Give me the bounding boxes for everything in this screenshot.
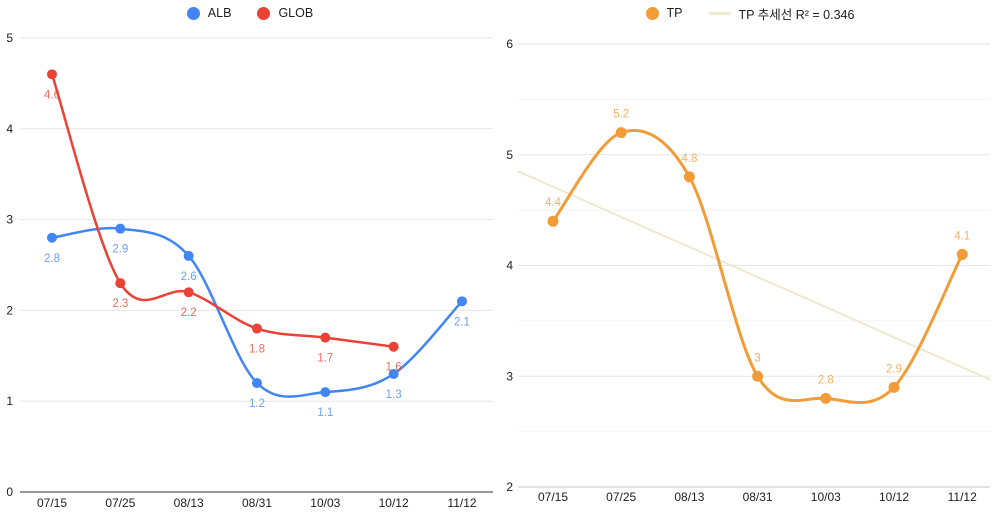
legend-item-tp-trendline[interactable]: TP 추세선 R² = 0.346: [708, 4, 855, 23]
y-tick-label: 5: [6, 31, 13, 45]
y-tick-label: 6: [506, 37, 513, 51]
series-line-glob: [50, 73, 395, 348]
alb-glob-legend: ALB GLOB: [0, 3, 500, 23]
tp-chart[interactable]: TP TP 추세선 R² = 0.346 2 3 4 5 6 07/15 07/25 08/1…: [500, 0, 1000, 521]
data-label-tp: 4.4: [545, 197, 562, 209]
data-label-tp: 3: [754, 352, 760, 364]
x-tick-label: 11/12: [948, 490, 977, 504]
y-tick-label: 0: [6, 485, 13, 499]
data-label-tp: 2.8: [818, 374, 834, 386]
data-label-glob: 4.6: [44, 89, 60, 101]
data-label-tp: 2.9: [886, 363, 902, 375]
data-point-tp[interactable]: [547, 215, 559, 227]
glob-series-dot-icon: [257, 6, 271, 20]
data-point-alb[interactable]: [320, 387, 331, 398]
data-point-alb[interactable]: [47, 232, 57, 243]
y-tick-label: 2: [506, 480, 513, 494]
data-label-alb: 1.3: [386, 389, 402, 401]
data-label-glob: 1.6: [386, 362, 402, 374]
legend-item-alb[interactable]: ALB: [186, 6, 232, 20]
data-label-alb: 1.1: [317, 407, 333, 419]
x-tick-label: 07/25: [606, 490, 636, 504]
y-tick-label: 3: [6, 213, 13, 227]
alb-series-dot-icon: [186, 6, 200, 20]
data-point-tp[interactable]: [956, 248, 968, 260]
y-tick-label: 4: [6, 122, 13, 136]
x-tick-label: 08/13: [674, 490, 704, 504]
legend-label-glob: GLOB: [278, 6, 314, 20]
data-label-tp: 4.1: [954, 230, 970, 242]
x-tick-label: 07/15: [37, 496, 67, 510]
data-point-tp[interactable]: [683, 171, 695, 183]
y-tick-label: 4: [506, 259, 513, 273]
y-tick-label: 1: [6, 394, 13, 408]
data-label-alb: 1.2: [249, 398, 265, 410]
y-tick-label: 3: [506, 369, 513, 383]
tp-legend: TP TP 추세선 R² = 0.346: [500, 3, 1000, 23]
x-tick-label: 08/31: [242, 496, 272, 510]
x-tick-label: 07/25: [105, 496, 135, 510]
data-label-alb: 2.6: [181, 271, 197, 283]
trendline-swatch-icon: [708, 11, 731, 15]
data-label-alb: 2.9: [112, 244, 128, 256]
data-point-tp[interactable]: [752, 370, 764, 382]
x-tick-label: 11/12: [447, 496, 476, 510]
data-point-glob[interactable]: [47, 69, 57, 80]
data-label-glob: 2.2: [181, 307, 197, 319]
data-point-alb[interactable]: [115, 223, 126, 234]
trendline: [517, 170, 991, 381]
data-label-alb: 2.8: [44, 253, 60, 265]
data-point-alb[interactable]: [388, 368, 399, 379]
y-tick-label: 2: [6, 303, 13, 317]
data-label-glob: 2.3: [112, 298, 128, 310]
data-label-alb: 2.1: [454, 316, 470, 328]
data-point-tp[interactable]: [820, 392, 832, 404]
data-point-alb[interactable]: [456, 296, 467, 307]
data-point-glob[interactable]: [388, 341, 399, 352]
y-tick-label: 5: [506, 148, 513, 162]
x-tick-label: 08/13: [174, 496, 204, 510]
data-point-glob[interactable]: [320, 332, 331, 343]
legend-item-glob[interactable]: GLOB: [257, 6, 313, 20]
data-point-tp[interactable]: [615, 127, 627, 139]
legend-item-tp[interactable]: TP: [645, 6, 683, 20]
legend-label-tp-trendline: TP 추세선 R² = 0.346: [738, 7, 855, 22]
data-point-glob[interactable]: [183, 287, 194, 298]
data-point-alb[interactable]: [251, 378, 262, 389]
data-label-glob: 1.8: [249, 344, 265, 356]
x-tick-label: 07/15: [538, 490, 568, 504]
x-tick-label: 10/03: [310, 496, 340, 510]
x-tick-label: 10/12: [879, 490, 909, 504]
data-label-tp: 5.2: [613, 109, 629, 121]
data-point-glob[interactable]: [115, 278, 126, 289]
data-label-glob: 1.7: [317, 353, 333, 365]
data-point-tp[interactable]: [888, 381, 900, 393]
legend-label-tp: TP: [666, 6, 683, 20]
x-tick-label: 10/12: [379, 496, 409, 510]
x-tick-label: 08/31: [743, 490, 773, 504]
x-tick-label: 10/03: [811, 490, 841, 504]
tp-plot-area: 2 3 4 5 6 07/15 07/25 08/13 08/31 10/03 10/12 11/12…: [506, 37, 991, 504]
alb-glob-plot-area: 0 1 2 3 4 5 07/15 07/25 08/13 08/31 10/03 10/12 11/1…: [6, 31, 493, 510]
tp-series-dot-icon: [645, 6, 659, 20]
data-point-alb[interactable]: [183, 250, 194, 261]
legend-label-alb: ALB: [207, 6, 232, 20]
data-point-glob[interactable]: [251, 323, 262, 334]
data-label-tp: 4.8: [681, 153, 697, 165]
alb-glob-chart[interactable]: ALB GLOB 0 1 2 3 4 5 07/15 07/25 08/13 08/31 10/03…: [0, 0, 500, 521]
